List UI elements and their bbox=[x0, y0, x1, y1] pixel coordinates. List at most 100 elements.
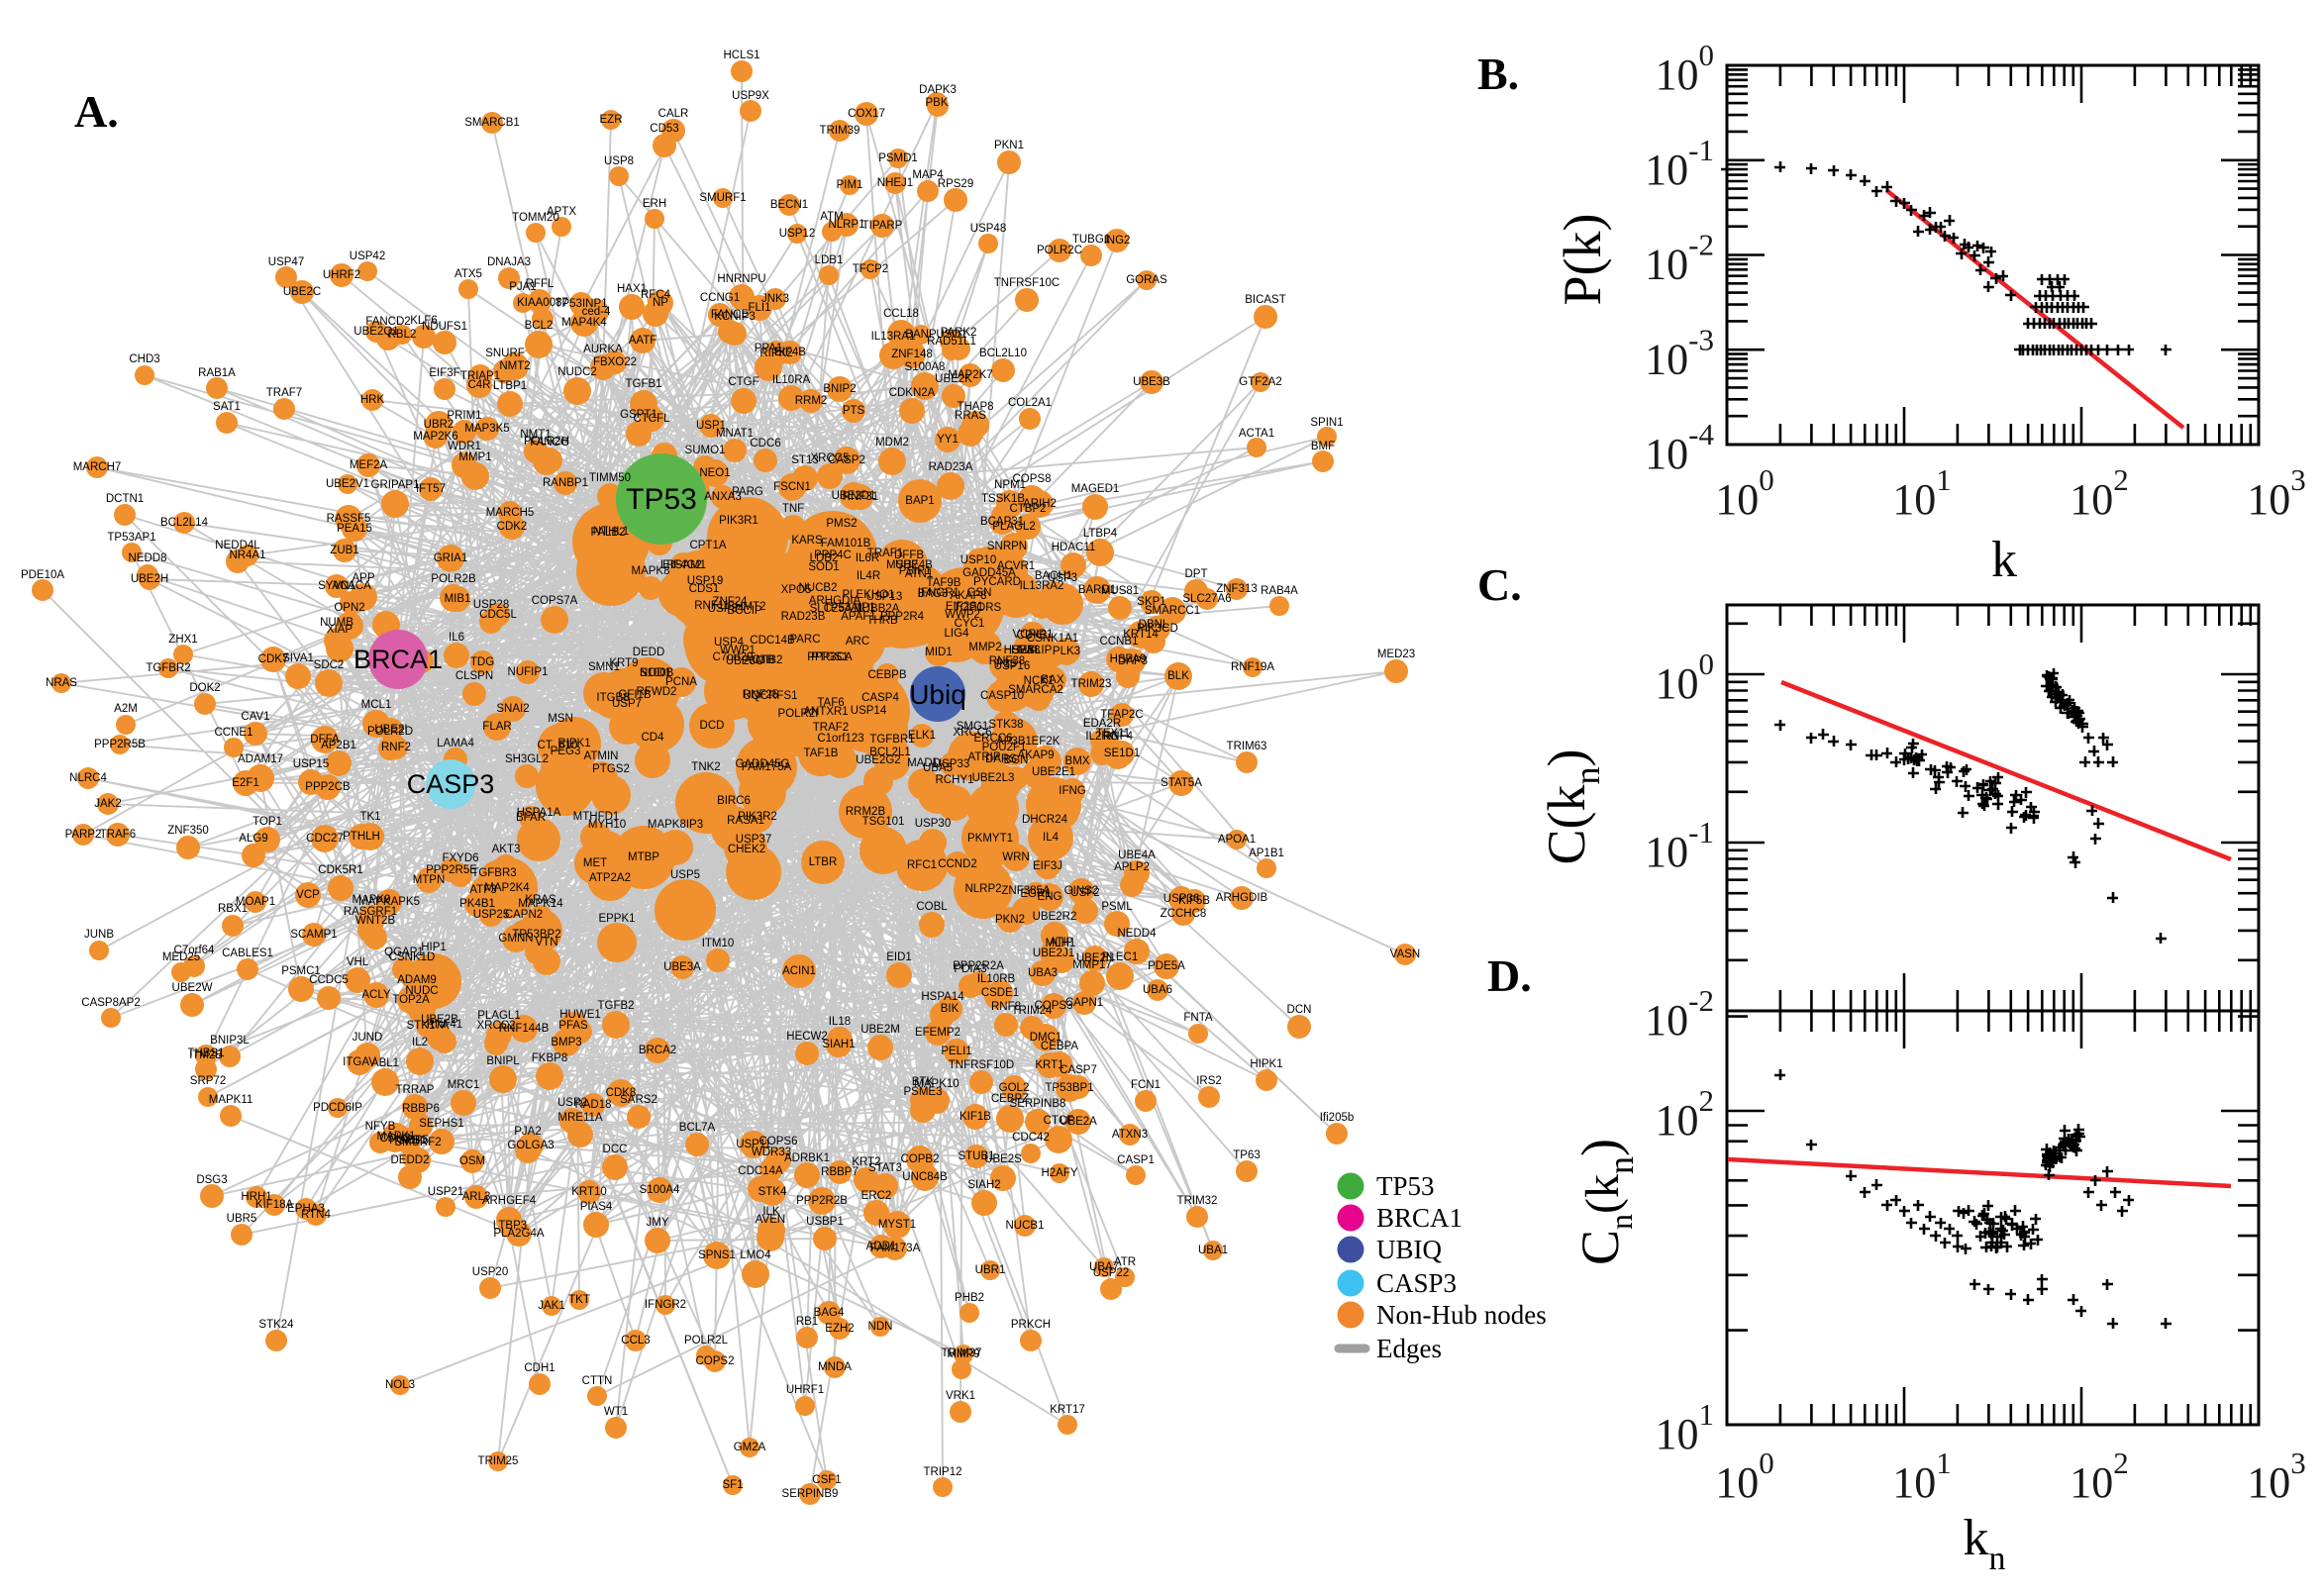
svg-text:TIPARP: TIPARP bbox=[862, 220, 903, 232]
svg-text:DFFB: DFFB bbox=[894, 549, 924, 561]
svg-text:MSN: MSN bbox=[548, 713, 573, 725]
svg-text:UBE2L3: UBE2L3 bbox=[972, 772, 1015, 784]
svg-text:SMURF2: SMURF2 bbox=[394, 1137, 441, 1148]
svg-text:ATP2A2: ATP2A2 bbox=[589, 872, 631, 884]
svg-text:EPPK1: EPPK1 bbox=[598, 913, 635, 925]
svg-text:MAPK1: MAPK1 bbox=[377, 1131, 416, 1143]
svg-text:PPP2CB: PPP2CB bbox=[305, 781, 351, 793]
svg-text:SYVN1: SYVN1 bbox=[318, 580, 355, 592]
svg-text:PHB2: PHB2 bbox=[955, 1292, 984, 1304]
svg-text:USP20: USP20 bbox=[472, 1266, 508, 1278]
svg-text:MNAT1: MNAT1 bbox=[716, 428, 754, 440]
svg-text:TAF6: TAF6 bbox=[817, 697, 844, 709]
svg-text:PTGS2: PTGS2 bbox=[592, 763, 630, 775]
svg-text:ADD1: ADD1 bbox=[866, 1241, 897, 1252]
svg-text:ATIP: ATIP bbox=[1050, 937, 1074, 948]
svg-text:RNF41: RNF41 bbox=[427, 1019, 462, 1031]
svg-text:CT_610: CT_610 bbox=[538, 740, 578, 751]
svg-text:PKMYT1: PKMYT1 bbox=[967, 833, 1013, 845]
svg-text:UBE2V1: UBE2V1 bbox=[326, 478, 369, 490]
svg-text:ACACA: ACACA bbox=[332, 580, 371, 592]
svg-text:NEDD4: NEDD4 bbox=[1118, 928, 1158, 940]
svg-text:PMS2: PMS2 bbox=[826, 518, 857, 530]
svg-text:UBE2S: UBE2S bbox=[984, 1153, 1022, 1165]
svg-text:NUCB1: NUCB1 bbox=[1006, 1220, 1045, 1232]
svg-text:USP12: USP12 bbox=[779, 228, 815, 240]
svg-text:CHEK2: CHEK2 bbox=[728, 844, 765, 855]
svg-text:ARL3: ARL3 bbox=[462, 1191, 491, 1203]
svg-text:UBIQ: UBIQ bbox=[1376, 1235, 1442, 1264]
svg-text:MCL1: MCL1 bbox=[361, 699, 392, 711]
svg-text:ERH: ERH bbox=[643, 198, 666, 210]
svg-text:KIAA0087: KIAA0087 bbox=[517, 297, 568, 309]
svg-text:VCPIP1: VCPIP1 bbox=[1013, 629, 1054, 641]
svg-text:SRP72: SRP72 bbox=[190, 1075, 226, 1087]
svg-text:PTHLH: PTHLH bbox=[343, 831, 380, 843]
svg-text:DNAJA3: DNAJA3 bbox=[487, 256, 531, 268]
svg-text:RIPK2: RIPK2 bbox=[759, 348, 792, 359]
svg-text:UQCRFS1: UQCRFS1 bbox=[744, 690, 798, 702]
svg-text:USP11: USP11 bbox=[736, 1139, 771, 1150]
svg-text:AURKA: AURKA bbox=[583, 344, 623, 355]
svg-text:BAP1: BAP1 bbox=[905, 495, 934, 507]
svg-text:RRM2: RRM2 bbox=[795, 395, 828, 407]
svg-text:FANCD2: FANCD2 bbox=[365, 316, 410, 328]
svg-text:UBE2N: UBE2N bbox=[1076, 952, 1114, 964]
svg-text:JUND: JUND bbox=[353, 1032, 383, 1044]
svg-text:HIPK1: HIPK1 bbox=[1250, 1058, 1282, 1070]
svg-text:MIB1: MIB1 bbox=[445, 593, 471, 605]
svg-text:NUMB: NUMB bbox=[320, 617, 354, 629]
svg-text:NEO1: NEO1 bbox=[699, 467, 730, 479]
svg-text:MTBP: MTBP bbox=[628, 851, 659, 863]
svg-text:OPN2: OPN2 bbox=[334, 602, 364, 614]
svg-text:Ifi205b: Ifi205b bbox=[1320, 1112, 1355, 1124]
svg-text:SMARCA2: SMARCA2 bbox=[1008, 684, 1063, 696]
svg-text:SERPINB9: SERPINB9 bbox=[782, 1488, 839, 1500]
svg-text:APTX: APTX bbox=[547, 206, 576, 218]
svg-text:ELK1: ELK1 bbox=[908, 730, 936, 742]
svg-text:COPS7A: COPS7A bbox=[532, 595, 578, 607]
svg-text:RTN4: RTN4 bbox=[301, 1209, 331, 1221]
svg-text:NCK1: NCK1 bbox=[1024, 675, 1055, 687]
svg-text:SARS2: SARS2 bbox=[620, 1094, 657, 1106]
svg-text:BRCA1: BRCA1 bbox=[354, 645, 443, 674]
svg-text:NUCB2: NUCB2 bbox=[799, 582, 838, 594]
svg-text:ATM: ATM bbox=[820, 211, 843, 223]
svg-text:MED25: MED25 bbox=[162, 951, 200, 963]
svg-text:IL10RA: IL10RA bbox=[772, 374, 811, 386]
svg-text:POLR2H: POLR2H bbox=[524, 436, 569, 448]
svg-text:TOMM20: TOMM20 bbox=[512, 212, 559, 224]
svg-text:FNTA: FNTA bbox=[1183, 1012, 1213, 1024]
svg-text:MAPK8IP3: MAPK8IP3 bbox=[648, 819, 703, 831]
svg-text:LAMA4: LAMA4 bbox=[437, 738, 474, 749]
svg-text:JMY: JMY bbox=[647, 1217, 669, 1229]
svg-text:UBA6: UBA6 bbox=[1143, 984, 1172, 996]
svg-text:RAD18: RAD18 bbox=[574, 1099, 611, 1111]
svg-text:SNAI2: SNAI2 bbox=[496, 703, 529, 715]
svg-text:POU2F1: POU2F1 bbox=[982, 742, 1027, 753]
svg-text:DAPK3: DAPK3 bbox=[919, 84, 957, 96]
svg-text:DEDD: DEDD bbox=[633, 647, 665, 658]
svg-text:UBE2A: UBE2A bbox=[1060, 1116, 1097, 1128]
svg-text:BARD1: BARD1 bbox=[1078, 584, 1116, 596]
svg-text:CTBP2: CTBP2 bbox=[1009, 503, 1046, 515]
svg-text:TNF: TNF bbox=[782, 503, 804, 515]
svg-text:USP13: USP13 bbox=[866, 591, 902, 603]
svg-text:ATR: ATR bbox=[1114, 1256, 1136, 1268]
svg-text:WNT2B: WNT2B bbox=[355, 915, 396, 927]
svg-text:RNF8: RNF8 bbox=[991, 1001, 1021, 1013]
svg-text:EDA2R: EDA2R bbox=[1083, 718, 1121, 730]
svg-text:TRIP12: TRIP12 bbox=[924, 1466, 962, 1478]
svg-text:EIF3J: EIF3J bbox=[1033, 860, 1062, 872]
svg-text:TOP2A: TOP2A bbox=[392, 994, 430, 1006]
svg-text:COPS2: COPS2 bbox=[696, 1355, 735, 1367]
svg-text:TRIM37: TRIM37 bbox=[942, 1347, 982, 1359]
svg-text:USP14: USP14 bbox=[851, 705, 887, 717]
svg-text:TK1: TK1 bbox=[359, 811, 380, 823]
svg-text:NUFIP1: NUFIP1 bbox=[508, 666, 549, 678]
svg-text:CCND2: CCND2 bbox=[938, 858, 977, 870]
svg-text:MMP2: MMP2 bbox=[968, 642, 1001, 653]
svg-text:ITM10: ITM10 bbox=[702, 938, 735, 949]
svg-text:ARHGDIA: ARHGDIA bbox=[809, 595, 861, 607]
svg-text:RASGRF1: RASGRF1 bbox=[344, 906, 397, 918]
